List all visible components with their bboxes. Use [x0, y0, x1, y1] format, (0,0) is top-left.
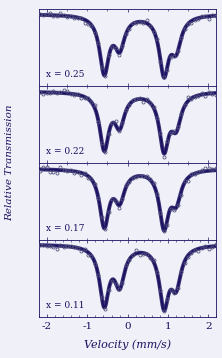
Text: x = 0.11: x = 0.11: [46, 301, 84, 310]
Text: x = 0.17: x = 0.17: [46, 224, 84, 233]
Text: x = 0.25: x = 0.25: [46, 70, 84, 79]
Text: x = 0.22: x = 0.22: [46, 147, 84, 156]
Text: Velocity (mm/s): Velocity (mm/s): [84, 339, 171, 350]
Text: Relative Transmission: Relative Transmission: [6, 105, 14, 221]
